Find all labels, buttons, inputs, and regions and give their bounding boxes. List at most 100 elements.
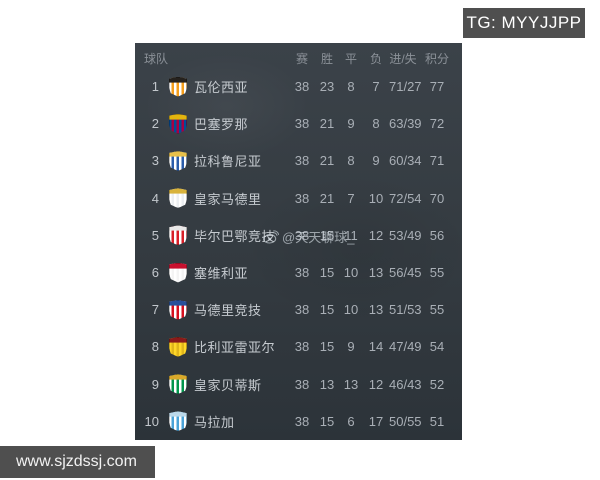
tg-badge: TG: MYYJJPP (463, 8, 585, 38)
league-table: 球队 赛 胜 平 负 进/失 积分 1 瓦伦西亚 38 23 8 7 71/27… (135, 43, 462, 440)
points-value: 71 (429, 153, 445, 169)
club-crest-icon (169, 411, 187, 432)
col-header-drawn: 平 (344, 52, 357, 66)
team-name: 巴塞罗那 (194, 117, 249, 133)
table-row: 8 比利亚雷亚尔 38 15 9 14 47/49 54 (135, 328, 462, 365)
rank-number: 3 (151, 153, 159, 169)
played-value: 38 (294, 153, 310, 169)
lost-value: 13 (368, 265, 384, 281)
team-name: 瓦伦西亚 (194, 80, 249, 96)
won-value: 15 (319, 339, 335, 355)
team-name: 塞维利亚 (194, 266, 249, 282)
goals-value: 60/34 (389, 153, 422, 169)
col-header-team: 球队 (144, 52, 169, 66)
team-name: 皇家贝蒂斯 (194, 377, 262, 393)
site-url-badge: www.sjzdssj.com (0, 446, 155, 478)
drawn-value: 11 (344, 227, 358, 243)
table-row: 9 皇家贝蒂斯 38 13 13 12 46/43 52 (135, 366, 462, 403)
won-value: 21 (319, 190, 335, 206)
rank-number: 5 (151, 227, 159, 243)
table-row: 1 瓦伦西亚 38 23 8 7 71/27 77 (135, 68, 462, 105)
goals-value: 71/27 (389, 79, 422, 95)
club-crest-icon (169, 150, 187, 171)
played-value: 38 (294, 190, 310, 206)
drawn-value: 7 (347, 190, 355, 206)
table-row: 7 马德里竞技 38 15 10 13 51/53 55 (135, 291, 462, 328)
won-value: 15 (319, 302, 335, 318)
club-crest-icon (169, 76, 187, 97)
won-value: 21 (319, 116, 335, 132)
rank-number: 6 (151, 265, 159, 281)
col-header-lost: 负 (369, 52, 382, 66)
rank-number: 7 (151, 302, 159, 318)
table-header: 球队 赛 胜 平 负 进/失 积分 (135, 43, 462, 68)
goals-value: 56/45 (389, 265, 422, 281)
goals-value: 72/54 (389, 190, 422, 206)
drawn-value: 8 (347, 79, 355, 95)
won-value: 15 (319, 413, 335, 429)
lost-value: 7 (372, 79, 380, 95)
points-value: 56 (429, 227, 445, 243)
points-value: 52 (429, 376, 445, 392)
rank-number: 9 (151, 376, 159, 392)
points-value: 55 (429, 302, 445, 318)
won-value: 23 (319, 79, 335, 95)
drawn-value: 10 (343, 302, 359, 318)
played-value: 38 (294, 116, 310, 132)
lost-value: 17 (368, 413, 384, 429)
played-value: 38 (294, 413, 310, 429)
lost-value: 13 (368, 302, 384, 318)
goals-value: 53/49 (389, 227, 422, 243)
rank-number: 10 (144, 413, 159, 429)
club-crest-icon (169, 188, 187, 209)
team-name: 皇家马德里 (194, 191, 262, 207)
points-value: 77 (429, 79, 445, 95)
team-name: 毕尔巴鄂竞技 (194, 228, 276, 244)
lost-value: 12 (368, 227, 384, 243)
played-value: 38 (294, 227, 310, 243)
drawn-value: 6 (347, 413, 355, 429)
drawn-value: 13 (343, 376, 359, 392)
club-crest-icon (169, 374, 187, 395)
lost-value: 10 (368, 190, 384, 206)
played-value: 38 (294, 339, 310, 355)
rank-number: 8 (151, 339, 159, 355)
goals-value: 47/49 (389, 339, 422, 355)
table-row: 2 巴塞罗那 38 21 9 8 63/39 72 (135, 105, 462, 142)
club-crest-icon (169, 225, 187, 246)
points-value: 70 (429, 190, 445, 206)
table-row: 6 塞维利亚 38 15 10 13 56/45 55 (135, 254, 462, 291)
team-name: 比利亚雷亚尔 (194, 340, 276, 356)
rank-number: 1 (151, 79, 159, 95)
col-header-played: 赛 (295, 52, 308, 66)
col-header-won: 胜 (320, 52, 333, 66)
club-crest-icon (169, 299, 187, 320)
points-value: 55 (429, 265, 445, 281)
played-value: 38 (294, 376, 310, 392)
won-value: 13 (319, 376, 335, 392)
won-value: 15 (319, 227, 335, 243)
drawn-value: 9 (347, 116, 355, 132)
drawn-value: 9 (347, 339, 355, 355)
points-value: 54 (429, 339, 445, 355)
points-value: 72 (429, 116, 445, 132)
table-row: 4 皇家马德里 38 21 7 10 72/54 70 (135, 180, 462, 217)
rank-number: 2 (151, 116, 159, 132)
team-name: 马拉加 (194, 414, 235, 430)
goals-value: 51/53 (389, 302, 422, 318)
goals-value: 63/39 (389, 116, 422, 132)
drawn-value: 10 (343, 265, 359, 281)
col-header-points: 积分 (424, 52, 449, 66)
lost-value: 14 (368, 339, 384, 355)
club-crest-icon (169, 336, 187, 357)
table-body: 1 瓦伦西亚 38 23 8 7 71/27 77 2 巴塞罗那 38 21 9… (135, 68, 462, 440)
goals-value: 46/43 (389, 376, 422, 392)
won-value: 15 (319, 265, 335, 281)
col-header-goals: 进/失 (389, 52, 417, 66)
points-value: 51 (429, 413, 445, 429)
table-row: 5 毕尔巴鄂竞技 38 15 11 12 53/49 56 (135, 217, 462, 254)
table-row: 10 马拉加 38 15 6 17 50/55 51 (135, 403, 462, 440)
team-name: 马德里竞技 (194, 303, 262, 319)
lost-value: 8 (372, 116, 380, 132)
